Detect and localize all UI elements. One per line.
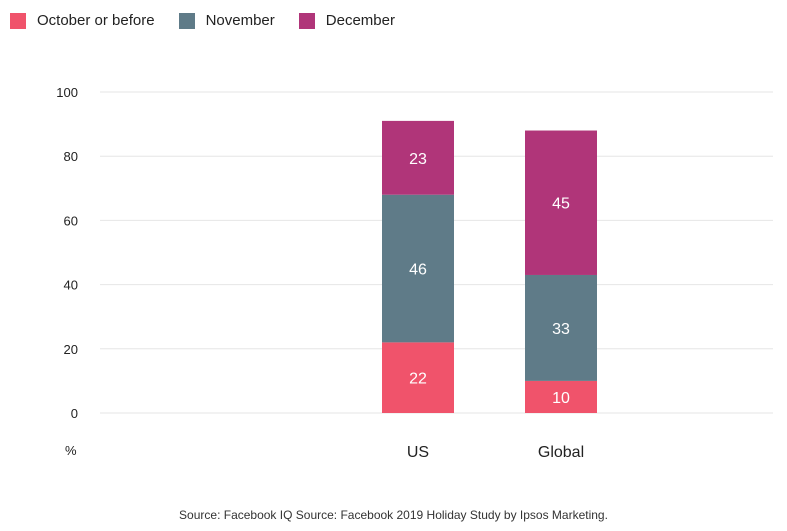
y-tick-label-20: 20 [64, 342, 78, 357]
bar-global-october-or-before [525, 380, 597, 413]
legend-item-november: November [178, 12, 275, 29]
bar-us-november [382, 194, 454, 343]
legend-swatch-november [178, 12, 195, 29]
bar-us-december [382, 120, 454, 195]
bar-global-november [525, 274, 597, 381]
data-label-global-november: 33 [552, 321, 570, 338]
legend-label-december: December [325, 12, 395, 29]
legend-item-october-or-before: October or before [10, 12, 155, 29]
y-tick-label-0: 0 [71, 406, 78, 421]
legend-swatch-december [298, 12, 315, 29]
legend-label-november: November [205, 12, 275, 29]
y-tick-label-80: 80 [64, 149, 78, 164]
stacked-bar-chart: 0 20 40 60 80 100% 22 46 23 US 10 33 45 Global [56, 85, 773, 461]
source-note: Source: Facebook IQ Source: Facebook 201… [179, 508, 608, 522]
y-axis-label: % [65, 443, 77, 458]
data-label-global-december: 45 [552, 196, 570, 213]
y-tick-label-60: 60 [64, 213, 78, 228]
data-label-global-october-or-before: 10 [552, 390, 570, 407]
legend-swatch-october-or-before [10, 12, 26, 29]
y-tick-label-40: 40 [64, 278, 78, 293]
legend-item-december: December [298, 12, 395, 29]
legend-label-october-or-before: October or before [37, 12, 155, 29]
y-tick-label-100: 100 [56, 85, 78, 100]
x-tick-label-us: US [407, 444, 429, 461]
data-label-us-november: 46 [409, 262, 427, 279]
bar-global-december [525, 130, 597, 275]
data-label-us-october-or-before: 22 [409, 371, 427, 388]
data-label-us-december: 23 [409, 151, 427, 168]
bar-us-october-or-before [382, 342, 454, 413]
x-tick-label-global: Global [538, 444, 584, 461]
chart-legend: October or before November December [10, 12, 419, 29]
